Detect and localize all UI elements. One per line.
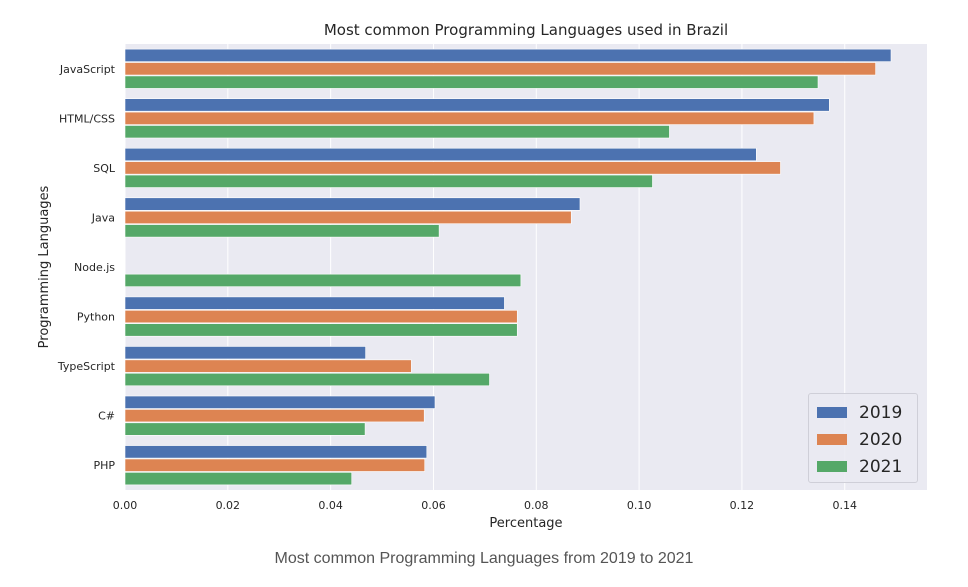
legend-item-2020: 2020 <box>817 426 917 453</box>
y-tick-label: C# <box>98 410 115 423</box>
legend-label-2021: 2021 <box>859 456 903 477</box>
bar <box>124 296 505 310</box>
y-tick-label: SQL <box>93 162 116 175</box>
bar <box>124 409 425 423</box>
bar <box>124 48 892 62</box>
bar-series <box>124 48 892 486</box>
bar <box>124 224 440 238</box>
y-tick-label: Java <box>91 211 115 224</box>
y-tick-labels: JavaScript HTML/CSS SQL Java Node.js Python Ty… <box>57 63 116 472</box>
legend-swatch-2020 <box>817 434 847 445</box>
bar <box>124 62 876 76</box>
legend-item-2019: 2019 <box>817 399 917 426</box>
x-axis-label: Percentage <box>489 516 562 531</box>
y-tick-label: Node.js <box>74 261 115 274</box>
x-tick-label: 0.06 <box>421 499 446 512</box>
y-axis-label: Programming Languages <box>37 185 52 348</box>
x-tick-label: 0.10 <box>627 499 652 512</box>
bar <box>124 359 412 373</box>
x-tick-label: 0.08 <box>524 499 549 512</box>
bar <box>124 323 518 337</box>
bar <box>124 147 757 162</box>
bar <box>124 472 353 486</box>
bar <box>124 445 428 459</box>
bar <box>124 125 670 139</box>
chart-title: Most common Programming Languages used i… <box>324 21 728 39</box>
bar <box>124 273 522 287</box>
bar <box>124 310 518 324</box>
bar-chart: JavaScript HTML/CSS SQL Java Node.js Python Ty… <box>37 21 927 531</box>
y-tick-label: TypeScript <box>57 360 116 373</box>
bar <box>124 210 572 224</box>
figure-caption: Most common Programming Languages from 2… <box>274 550 694 567</box>
x-tick-label: 0.02 <box>216 499 241 512</box>
y-tick-label: HTML/CSS <box>59 112 115 125</box>
bar <box>124 372 490 387</box>
bar <box>124 395 436 409</box>
bar <box>124 75 819 89</box>
legend: 2019 2020 2021 <box>808 393 918 483</box>
x-tick-label: 0.04 <box>318 499 343 512</box>
bar <box>124 111 815 125</box>
legend-item-2021: 2021 <box>817 453 917 480</box>
x-tick-label: 0.12 <box>730 499 755 512</box>
bar <box>124 346 366 360</box>
legend-label-2019: 2019 <box>859 402 903 423</box>
y-tick-label: PHP <box>93 459 115 472</box>
legend-swatch-2021 <box>817 461 847 472</box>
legend-label-2020: 2020 <box>859 429 903 450</box>
chart-container: JavaScript HTML/CSS SQL Java Node.js Python Ty… <box>37 21 927 531</box>
bar <box>124 197 581 211</box>
bar <box>124 174 653 188</box>
x-tick-label: 0.00 <box>113 499 138 512</box>
y-tick-label: JavaScript <box>59 63 116 76</box>
y-tick-label: Python <box>77 311 115 324</box>
x-tick-label: 0.14 <box>832 499 857 512</box>
bar <box>124 98 830 112</box>
bar <box>124 161 781 175</box>
bar <box>124 458 426 472</box>
x-tick-labels: 0.00 0.02 0.04 0.06 0.08 0.10 0.12 0.14 <box>113 499 857 512</box>
legend-swatch-2019 <box>817 407 847 418</box>
bar <box>124 422 366 436</box>
